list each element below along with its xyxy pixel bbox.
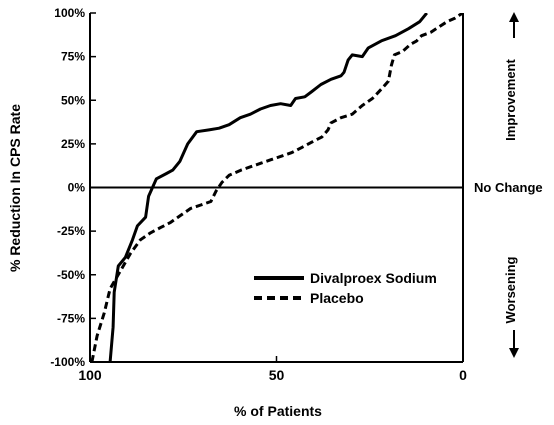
- y-tick-label: -50%: [57, 268, 85, 282]
- legend: Divalproex Sodium Placebo: [254, 270, 437, 306]
- ticks-layer: 100% 75% 50% 25% 0% -25% -50% -75% -100%100 50 0: [50, 6, 467, 383]
- series-layer: [90, 13, 463, 362]
- series-line-divalproex-sodium: [108, 13, 428, 362]
- y-tick-label: -25%: [57, 224, 85, 238]
- legend-label-divalproex: Divalproex Sodium: [310, 270, 437, 286]
- x-tick-label: 100: [78, 367, 102, 383]
- worsening-annotation: Worsening: [503, 256, 519, 358]
- improvement-annotation: Improvement: [503, 12, 519, 141]
- improvement-label: Improvement: [503, 59, 518, 141]
- worsening-label: Worsening: [503, 256, 518, 323]
- legend-label-placebo: Placebo: [310, 290, 364, 306]
- y-axis-title: % Reduction In CPS Rate: [7, 104, 23, 272]
- y-tick-label: 25%: [61, 137, 85, 151]
- x-tick-label: 50: [269, 367, 285, 383]
- y-tick-label: 75%: [61, 50, 85, 64]
- down-arrow-icon: [509, 330, 519, 358]
- series-line-placebo: [90, 13, 463, 362]
- y-tick-label: -75%: [57, 311, 85, 325]
- y-tick-label: -100%: [50, 355, 85, 369]
- up-arrow-icon: [509, 12, 519, 38]
- axes-layer: [89, 13, 464, 363]
- x-tick-label: 0: [459, 367, 467, 383]
- x-axis-title: % of Patients: [234, 403, 322, 419]
- no-change-label: No Change: [474, 180, 543, 195]
- y-tick-label: 100%: [54, 6, 85, 20]
- y-tick-label: 50%: [61, 93, 85, 107]
- y-tick-label: 0%: [68, 181, 86, 195]
